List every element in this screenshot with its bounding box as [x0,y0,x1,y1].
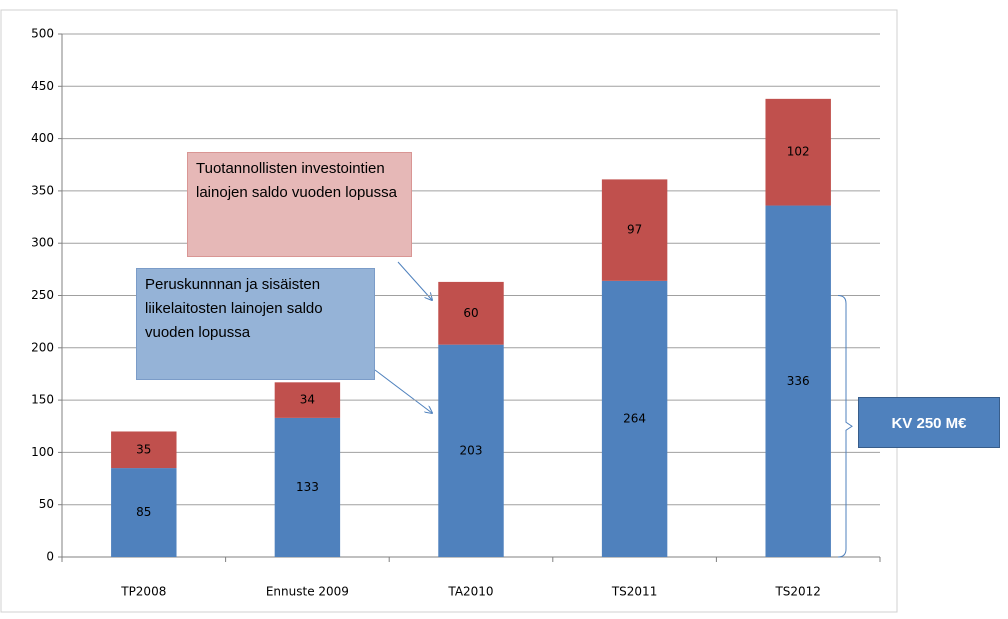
y-tick-label: 250 [31,288,54,302]
x-tick-label: TS2011 [611,585,658,599]
data-label: 264 [623,411,646,425]
callout-text: Tuotannollisten investointien lainojen s… [196,160,397,201]
callout-arrow [397,261,432,300]
callout-box: Tuotannollisten investointien lainojen s… [187,152,412,257]
data-label: 60 [463,306,478,320]
annotation-box: KV 250 M€ [858,397,1000,448]
data-label: 97 [627,223,642,237]
data-label: 102 [787,145,810,159]
annotation-text: KV 250 M€ [891,415,967,432]
callout-box: Peruskunnnan ja sisäisten liikelaitosten… [136,268,375,380]
data-label: 336 [787,374,810,388]
callout-arrow [374,369,432,413]
y-tick-label: 400 [31,131,54,145]
y-tick-label: 0 [46,550,54,564]
data-label: 203 [460,443,483,457]
x-tick-label: TA2010 [447,585,493,599]
data-label: 34 [300,393,315,407]
y-tick-label: 150 [31,393,54,407]
bar-segment [111,468,177,557]
bar-segment [765,98,831,206]
y-tick-label: 450 [31,79,54,93]
y-tick-label: 50 [39,497,54,511]
bar-segment [601,280,668,557]
bar-segment [438,344,504,557]
data-label: 133 [296,480,319,494]
x-tick-label: TP2008 [120,585,166,599]
y-tick-label: 200 [31,340,54,354]
bar-segment [765,205,831,557]
callout-text: Peruskunnnan ja sisäisten liikelaitosten… [145,276,323,341]
y-tick-label: 300 [31,236,54,250]
x-tick-label: TS2012 [774,585,821,599]
y-tick-label: 500 [31,27,54,41]
chart-frame [0,9,898,613]
bar-segment [111,431,177,469]
bar-segment [601,179,668,281]
data-label: 35 [136,442,151,456]
y-tick-label: 100 [31,445,54,459]
annotation-bracket [837,295,853,558]
x-tick-label: Ennuste 2009 [266,585,349,599]
bar-segment [274,382,341,418]
data-label: 85 [136,505,151,519]
bar-segment [438,281,504,345]
y-tick-label: 350 [31,183,54,197]
bar-segment [274,417,341,557]
